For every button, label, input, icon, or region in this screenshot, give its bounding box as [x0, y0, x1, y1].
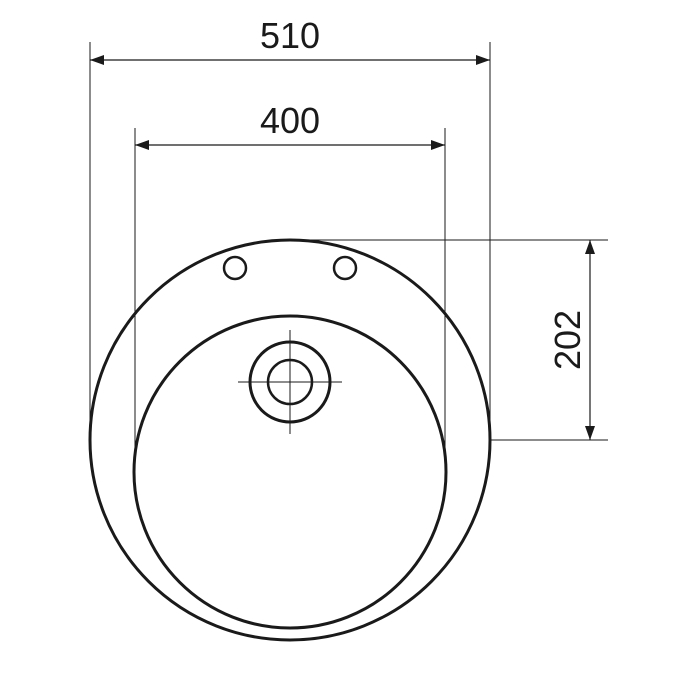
tap-hole-right	[334, 257, 356, 279]
dim-text-510: 510	[260, 15, 320, 56]
sink-technical-drawing: 510 400 202	[0, 0, 700, 700]
dim-text-202: 202	[547, 310, 588, 370]
dim-text-400: 400	[260, 100, 320, 141]
outer-rim	[90, 240, 490, 640]
tap-hole-left	[224, 257, 246, 279]
drain-crosshair	[238, 330, 342, 434]
